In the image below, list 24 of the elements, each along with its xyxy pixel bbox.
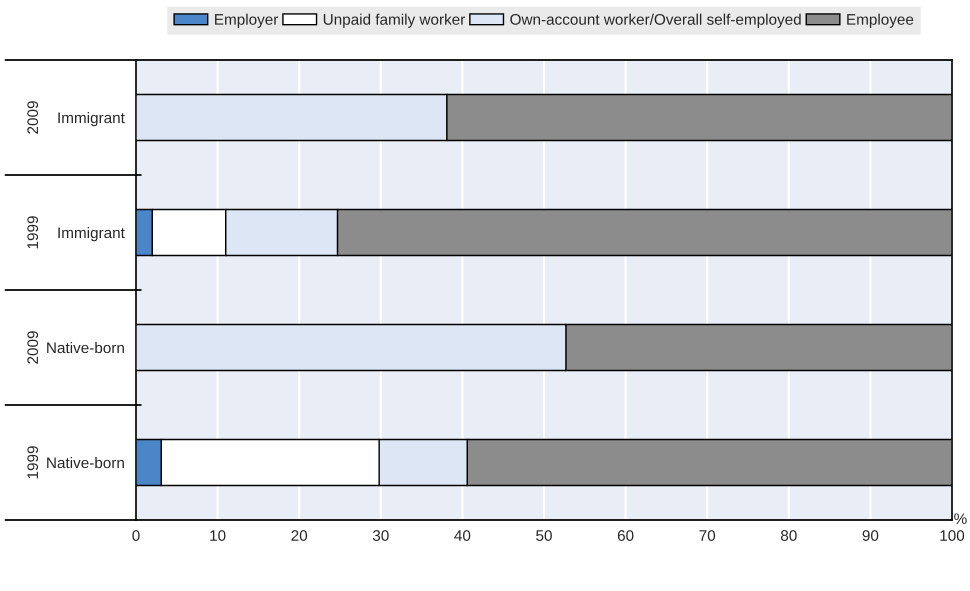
text: 2009 xyxy=(27,331,38,364)
x-tick-label: 20 xyxy=(291,530,308,541)
x-tick-label: 10 xyxy=(210,530,226,541)
x-tick-label: 90 xyxy=(862,530,878,541)
legend-label: Employer xyxy=(215,14,278,28)
x-tick-label: 50 xyxy=(536,530,552,541)
x-tick-label: 30 xyxy=(372,530,389,541)
x-tick-label: 70 xyxy=(699,530,716,541)
y-tick-label: Immigrant xyxy=(58,226,125,242)
x-axis-title: % xyxy=(954,513,967,524)
text: 1999 xyxy=(27,446,38,478)
text: 1999 xyxy=(27,216,38,248)
y-tick-label: Native-born xyxy=(47,456,124,468)
y-tick-label: Immigrant xyxy=(58,112,125,126)
y-tick-label: Native-born xyxy=(47,342,124,354)
text: 2009 xyxy=(27,101,38,134)
legend-label: Employee xyxy=(847,14,914,28)
x-tick-label: 60 xyxy=(618,530,634,541)
x-tick-label: 0 xyxy=(132,530,140,541)
legend-label: Own-account worker/Overall self-employed xyxy=(510,14,801,28)
x-tick-label: 100 xyxy=(940,530,964,541)
x-tick-label: 80 xyxy=(780,530,797,541)
legend-label: Unpaid family worker xyxy=(324,14,466,28)
x-tick-label: 40 xyxy=(454,530,470,541)
